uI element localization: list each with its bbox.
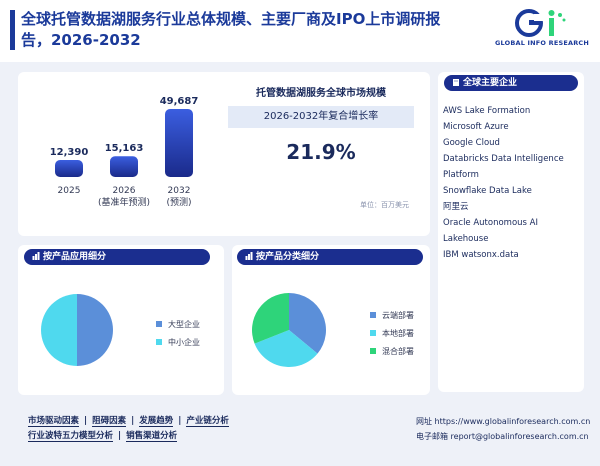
product-type-heading: 按产品分类细分 xyxy=(237,249,423,265)
legend-swatch xyxy=(370,348,376,354)
application-pie-chart xyxy=(41,294,113,366)
chart-icon xyxy=(245,252,253,260)
market-size-title: 托管数据湖服务全球市场规模 xyxy=(256,88,386,99)
footer-links-row: 行业波特五力模型分析 | 销售渠道分析 xyxy=(28,429,288,444)
link-porter-five-forces[interactable]: 行业波特五力模型分析 xyxy=(28,431,114,442)
company-item: IBM watsonx.data xyxy=(443,250,519,260)
unit-note: 单位：百万美元 xyxy=(360,201,409,209)
bar-value-label: 49,687 xyxy=(160,96,199,107)
company-item: Lakehouse xyxy=(443,234,489,244)
email-text[interactable]: 电子邮箱 report@globalinforesearch.com.cn xyxy=(416,432,589,441)
separator: | xyxy=(131,416,135,426)
company-item: 阿里云 xyxy=(443,202,469,212)
legend-label: 中小企业 xyxy=(168,338,200,347)
page-title: 全球托管数据湖服务行业总体规模、主要厂商及IPO上市调研报告，2026-2032 xyxy=(21,10,441,49)
company-item: Oracle Autonomous AI xyxy=(443,218,539,228)
legend-swatch xyxy=(370,330,376,336)
link-industry-chain[interactable]: 产业链分析 xyxy=(186,416,229,427)
company-item: Platform xyxy=(443,170,479,180)
product-type-legend: 云端部署 本地部署 混合部署 xyxy=(370,307,414,361)
chart-icon xyxy=(32,252,40,260)
cagr-label-box: 2026-2032年复合增长率 xyxy=(228,106,414,128)
separator: | xyxy=(84,416,88,426)
website-text[interactable]: 网址 https://www.globalinforesearch.com.cn xyxy=(416,417,591,426)
pie-slice xyxy=(289,293,326,354)
application-heading: 按产品应用细分 xyxy=(24,249,210,265)
pie-slice xyxy=(252,293,289,344)
footer-links: 市场驱动因素 | 阻碍因素 | 发展趋势 | 产业链分析 行业波特五力模型分析 | 销售渠道分析 xyxy=(28,414,288,444)
pie-slice xyxy=(254,330,318,367)
header: 全球托管数据湖服务行业总体规模、主要厂商及IPO上市调研报告，2026-2032… xyxy=(0,0,600,62)
legend-item: 本地部署 xyxy=(370,325,414,343)
companies-heading: 全球主要企业 xyxy=(444,75,578,91)
building-icon xyxy=(453,79,459,86)
legend-swatch xyxy=(370,312,376,318)
market-bar-chart: 12,390 2025 15,163 2026(基准年预测) 49,687 2032(预测… xyxy=(50,96,199,208)
company-item: Databricks Data Intelligence xyxy=(443,154,564,164)
category-note: (预测) xyxy=(166,197,191,208)
product-type-heading-label: 按产品分类细分 xyxy=(256,252,320,262)
link-trends[interactable]: 发展趋势 xyxy=(139,416,174,427)
link-market-drivers[interactable]: 市场驱动因素 xyxy=(28,416,80,427)
pie-slice xyxy=(77,294,113,366)
separator: | xyxy=(178,416,182,426)
companies-panel xyxy=(438,72,584,392)
product-type-pie-chart xyxy=(252,293,326,367)
company-logo: GLOBAL INFO RESEARCH xyxy=(488,8,596,48)
category-note: (基准年预测) xyxy=(98,196,150,208)
category-label: 2032 xyxy=(168,186,191,196)
company-item: AWS Lake Formation xyxy=(443,106,531,116)
legend-swatch xyxy=(156,339,162,345)
bar xyxy=(165,109,193,177)
application-legend: 大型企业 中小企业 xyxy=(156,316,200,352)
legend-label: 大型企业 xyxy=(168,320,200,329)
company-item: Snowflake Data Lake xyxy=(443,186,532,196)
legend-item: 大型企业 xyxy=(156,316,200,334)
footer-links-row: 市场驱动因素 | 阻碍因素 | 发展趋势 | 产业链分析 xyxy=(28,414,288,429)
companies-heading-label: 全球主要企业 xyxy=(463,78,518,88)
bar xyxy=(55,160,83,177)
category-label: 2025 xyxy=(58,186,81,196)
link-sales-channels[interactable]: 销售渠道分析 xyxy=(126,431,178,442)
logo-wordmark: GLOBAL INFO RESEARCH xyxy=(494,39,590,47)
link-barriers[interactable]: 阻碍因素 xyxy=(92,416,127,427)
category-label: 2026 xyxy=(113,186,136,196)
title-accent-bar xyxy=(10,10,15,50)
bar-value-label: 15,163 xyxy=(105,143,144,154)
legend-swatch xyxy=(156,321,162,327)
footer-contact: 网址 https://www.globalinforesearch.com.cn… xyxy=(416,414,596,444)
legend-item: 混合部署 xyxy=(370,343,414,361)
company-item: Microsoft Azure xyxy=(443,122,509,132)
cagr-label: 2026-2032年复合增长率 xyxy=(263,111,379,122)
legend-label: 云端部署 xyxy=(382,311,414,320)
bar xyxy=(110,156,138,177)
legend-label: 本地部署 xyxy=(382,329,414,338)
separator: | xyxy=(118,431,122,441)
logo-mark-icon xyxy=(515,9,566,37)
companies-list: AWS Lake Formation Microsoft Azure Googl… xyxy=(443,103,583,263)
legend-label: 混合部署 xyxy=(382,347,414,356)
application-heading-label: 按产品应用细分 xyxy=(43,252,107,262)
cagr-value: 21.9% xyxy=(286,140,356,164)
legend-item: 中小企业 xyxy=(156,334,200,352)
legend-item: 云端部署 xyxy=(370,307,414,325)
market-size-panel xyxy=(18,72,430,236)
bar-value-label: 12,390 xyxy=(50,147,89,158)
company-item: Google Cloud xyxy=(443,138,500,148)
pie-slice xyxy=(41,294,77,366)
